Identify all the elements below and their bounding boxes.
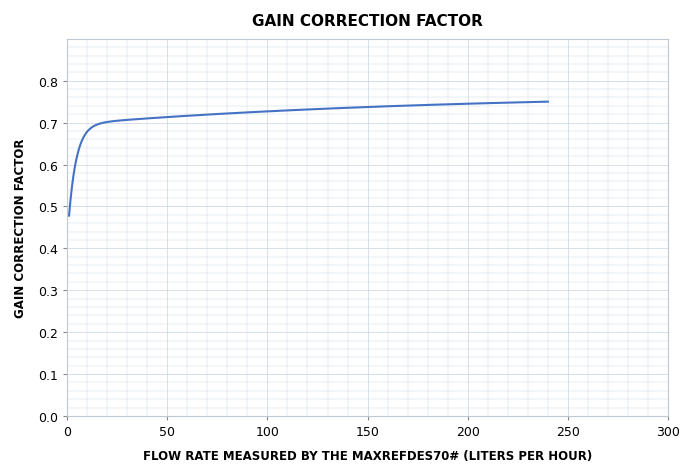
Title: GAIN CORRECTION FACTOR: GAIN CORRECTION FACTOR (252, 14, 483, 29)
X-axis label: FLOW RATE MEASURED BY THE MAXREFDES70# (LITERS PER HOUR): FLOW RATE MEASURED BY THE MAXREFDES70# (… (143, 449, 592, 462)
Y-axis label: GAIN CORRECTION FACTOR: GAIN CORRECTION FACTOR (14, 139, 27, 317)
